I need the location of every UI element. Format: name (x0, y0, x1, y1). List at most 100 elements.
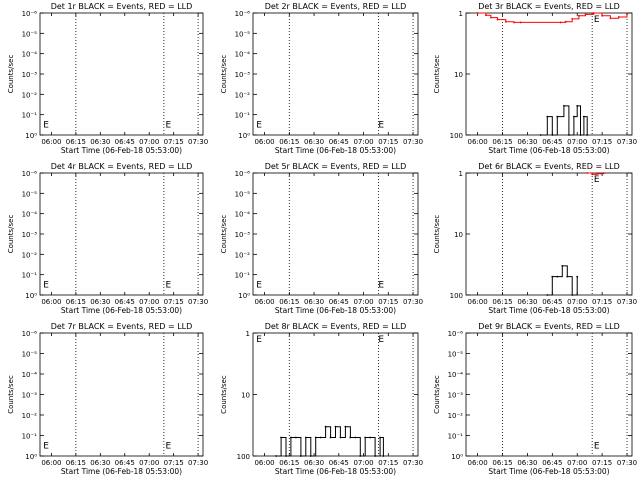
x-tick-label: 07:15 (378, 459, 398, 467)
y-tick-label: 10⁻⁶ (22, 10, 38, 18)
y-tick-label: 10⁻¹ (22, 272, 38, 280)
x-tick-label: 07:00 (139, 298, 159, 306)
x-tick-label: 07:00 (353, 298, 373, 306)
x-tick-label: 07:30 (188, 298, 208, 306)
y-axis-label: Counts/sec (220, 375, 228, 414)
y-tick-label: 10⁻⁴ (22, 51, 38, 59)
series-point (280, 436, 282, 439)
x-tick-label: 07:15 (378, 298, 398, 306)
e-marker: E (594, 175, 600, 185)
y-tick-label: 10⁻⁴ (22, 371, 38, 379)
chart-title: Det 2r BLACK = Events, RED = LLD (265, 2, 407, 11)
chart-title: Det 5r BLACK = Events, RED = LLD (265, 162, 407, 171)
plot-frame (252, 12, 419, 136)
e-marker: E (256, 280, 262, 290)
series-point (513, 21, 516, 24)
series-point (329, 436, 332, 439)
series-point (319, 436, 322, 439)
series-point (309, 455, 312, 457)
series-point (379, 436, 381, 439)
series-point (496, 18, 499, 21)
y-tick-label: 10⁻³ (235, 71, 251, 79)
x-tick-label: 06:30 (90, 298, 110, 306)
x-axis-label: Start Time (06-Feb-18 05:53:00) (488, 467, 609, 476)
y-tick-label: 10⁻⁶ (22, 170, 38, 178)
series-point (586, 134, 589, 136)
x-tick-label: 07:15 (164, 298, 184, 306)
chart-title: Det 4r BLACK = Events, RED = LLD (51, 162, 193, 171)
series-point (295, 436, 297, 439)
y-tick-label: 10⁻⁵ (235, 30, 251, 38)
x-tick-label: 06:45 (115, 298, 135, 306)
x-tick-label: 07:30 (617, 459, 637, 467)
y-tick-label: 10⁻¹ (448, 433, 464, 441)
e-marker: E (43, 120, 49, 130)
x-tick-label: 06:30 (304, 459, 324, 467)
chart-panel-4: Det 4r BLACK = Events, RED = LLD 06:00 06:… (7, 162, 208, 315)
series-point (591, 173, 594, 176)
x-tick-label: 06:45 (329, 298, 349, 306)
series-point (324, 425, 327, 428)
y-tick-label: 1 (459, 170, 463, 178)
series-point (564, 20, 567, 23)
series-point (359, 455, 362, 457)
y-tick-label: 10⁰ (25, 132, 37, 140)
series-point (344, 425, 347, 428)
x-tick-label: 07:00 (353, 138, 373, 146)
y-tick-label: 100 (450, 132, 463, 140)
plot-frame (39, 172, 204, 296)
y-tick-label: 10⁰ (25, 453, 37, 461)
y-tick-label: 10⁻⁴ (235, 211, 251, 219)
series-line-1 (477, 12, 628, 23)
y-axis-label: Counts/sec (7, 215, 15, 254)
x-tick-label: 07:00 (139, 138, 159, 146)
chart-title: Det 1r BLACK = Events, RED = LLD (51, 2, 193, 11)
chart-panel-9: Det 9r BLACK = Events, RED = LLD 06:00 06:… (433, 322, 637, 476)
series-point (596, 172, 599, 175)
y-tick-label: 10⁰ (238, 292, 250, 300)
series-point (546, 115, 549, 118)
chart-title: Det 8r BLACK = Events, RED = LLD (265, 322, 407, 331)
x-tick-label: 06:30 (517, 298, 537, 306)
series-point (556, 115, 559, 118)
x-tick-label: 06:15 (66, 298, 86, 306)
series-point (579, 134, 582, 136)
y-tick-label: 100 (450, 292, 463, 300)
series-point (374, 455, 376, 457)
plot-frame (39, 332, 204, 457)
x-tick-label: 06:15 (279, 138, 299, 146)
y-axis-label: Counts/sec (433, 375, 441, 414)
y-tick-label: 10⁻⁴ (235, 51, 251, 59)
x-tick-label: 06:00 (254, 138, 274, 146)
series-point (577, 14, 580, 17)
plot-frame (465, 332, 633, 457)
e-marker: E (378, 120, 384, 130)
x-axis-label: Start Time (06-Feb-18 05:53:00) (488, 306, 609, 315)
series-point (617, 16, 620, 18)
series-point (349, 436, 352, 439)
plot-frame (39, 12, 204, 136)
y-tick-label: 10⁻² (22, 412, 38, 420)
x-tick-label: 06:15 (492, 298, 512, 306)
y-tick-label: 10⁰ (25, 292, 37, 300)
x-tick-label: 07:30 (403, 459, 423, 467)
series-point (339, 436, 342, 439)
x-tick-label: 06:00 (254, 459, 274, 467)
chart-panel-1: Det 1r BLACK = Events, RED = LLD 06:00 06:… (7, 2, 208, 155)
x-tick-label: 06:45 (542, 459, 562, 467)
y-tick-label: 10⁻¹ (235, 112, 251, 120)
series-line-2 (540, 105, 588, 136)
y-tick-label: 10⁻³ (22, 231, 38, 239)
series-point (568, 134, 570, 136)
series-point (571, 18, 574, 20)
y-tick-label: 10⁻³ (235, 231, 251, 239)
x-axis-label: Start Time (06-Feb-18 05:53:00) (275, 146, 396, 155)
chart-panel-5: Det 5r BLACK = Events, RED = LLD 06:00 06:… (220, 162, 423, 315)
series-line-1 (276, 426, 384, 457)
series-point (314, 436, 317, 439)
x-tick-label: 06:30 (517, 138, 537, 146)
series-line-2 (547, 265, 578, 296)
y-axis-label: Counts/sec (433, 215, 441, 254)
e-marker: E (166, 120, 172, 130)
series-point (354, 436, 357, 439)
